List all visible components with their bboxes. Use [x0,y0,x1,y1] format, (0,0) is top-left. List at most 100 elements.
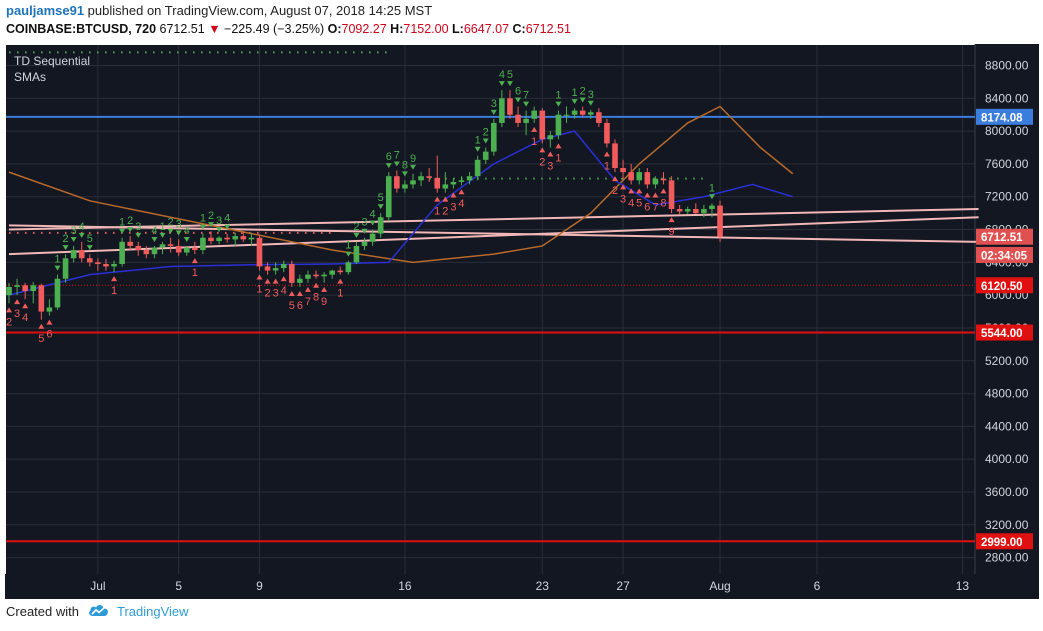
td-buy-arrow [393,161,400,167]
author-link[interactable]: pauljamse91 [6,3,85,18]
td-sell-arrow [337,278,344,284]
published-text: published on TradingView.com, August 07,… [87,3,433,18]
candle-down [78,250,85,259]
legend-td-sequential: TD Sequential [14,54,90,68]
td-count-digit: 3 [71,225,77,237]
td-count-digit: 2 [168,217,174,229]
td-count-digit: 3 [620,193,626,205]
td-count-digit: 4 [458,198,464,210]
candle-up [159,244,166,248]
td-sell-arrow [612,176,618,182]
last-price: 6712.51 [159,22,205,36]
candle-down [192,247,198,251]
chart-area[interactable]: 2800.00 3200.00 3600.00 4000.00 4400.00 4800.… [5,44,1039,599]
y-tick-label: 8800.00 [985,59,1029,73]
candle-up [248,237,255,240]
y-tick-label: 8000.00 [985,124,1029,138]
y-tick-label: 2800.00 [985,551,1029,565]
candle-down [264,266,271,271]
td-count-digit: 3 [216,215,222,227]
close-value: 6712.51 [525,22,571,36]
td-count-digit: 1 [111,285,117,297]
x-tick-label: Jul [90,579,105,593]
td-count-digit: 2 [483,127,489,139]
open-value: 7092.27 [341,22,387,36]
y-tick-label: 3200.00 [985,518,1029,532]
td-buy-arrow [410,164,416,170]
high-label: H: [390,22,404,36]
candle-down [539,110,546,140]
candle-down [604,122,610,144]
candle-up [482,151,489,160]
td-count-digit: 5 [378,192,384,204]
td-count-digit: 4 [184,225,190,237]
candle-up [523,118,529,123]
tradingview-brand-link[interactable]: TradingView [116,604,189,619]
td-sell-arrow [668,217,675,223]
candle-up [555,114,562,136]
td-buy-arrow [515,97,522,103]
td-count-digit: 4 [628,197,634,209]
candle-up [297,278,303,283]
candle-down [717,205,723,237]
level-price-tag-box [976,533,1033,550]
td-sell-arrow [6,307,12,313]
td-count-digit: 6 [46,329,52,341]
td-count-digit: 3 [273,288,279,300]
y-tick-label: 5200.00 [985,354,1029,368]
chart-header: pauljamse91 published on TradingView.com… [0,0,1043,44]
td-count-digit: 3 [588,89,594,101]
candle-up [684,209,691,212]
td-buy-arrow [401,171,408,177]
candle-up [62,258,69,279]
x-tick-label: 13 [956,579,970,593]
ohlc-line: COINBASE:BTCUSD, 720 6712.51 ▼ −225.49 (… [6,22,571,36]
y-tick-label: 4800.00 [985,387,1029,401]
td-sell-arrow [296,290,303,296]
td-buy-arrow [159,232,166,238]
td-sell-arrow [450,192,457,198]
td-count-digit: 2 [6,316,12,328]
td-buy-arrow [587,100,594,106]
x-tick-label: 27 [616,579,630,593]
td-count-digit: 1 [192,267,198,279]
candle-up [709,205,715,210]
price-chart[interactable]: 2800.00 3200.00 3600.00 4000.00 4400.00 4800.… [5,44,1039,599]
td-count-digit: 2 [539,156,545,168]
time-axis-background [5,574,1039,599]
trendline[interactable] [8,208,979,231]
td-sell-arrow [256,274,263,280]
level-price-tag-box [976,277,1033,294]
candle-down [167,244,174,246]
candle-down [224,237,230,240]
td-count-digit: 1 [200,213,206,225]
candle-up [474,159,481,177]
td-buy-arrow [555,101,562,107]
td-sell-arrow [264,278,271,284]
candle-up [377,217,384,234]
td-buy-arrow [506,81,513,87]
last-price-tag-text: 02:34:05 [981,250,1028,262]
footer: Created with TradingView [6,603,189,620]
trendline[interactable] [8,224,979,243]
candle-up [587,112,594,115]
x-tick-label: Aug [709,579,730,593]
candle-up [111,263,117,267]
tradingview-cloud-icon [87,603,111,620]
td-buy-arrow [151,236,158,242]
candle-up [70,250,77,259]
td-count-digit: 3 [14,308,20,320]
candle-down [95,262,101,264]
candle-down [38,285,45,312]
candle-down [426,176,432,178]
td-count-digit: 2 [580,86,586,98]
td-buy-arrow [62,245,69,251]
td-buy-arrow [571,99,578,105]
legend-smas: SMAs [14,70,46,84]
td-buy-arrow [369,220,376,226]
td-buy-arrow [135,232,142,238]
td-buy-arrow [224,224,231,230]
open-label: O: [327,22,342,36]
candle-up [216,237,222,242]
td-count-digit: 1 [434,206,440,218]
